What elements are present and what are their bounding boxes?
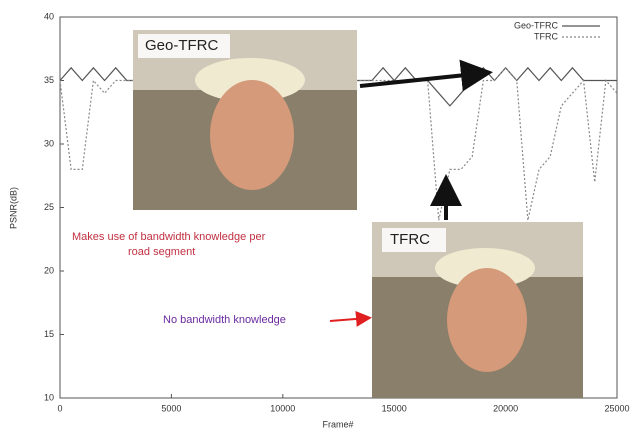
y-tick-label: 20 [44, 265, 54, 275]
photo-label: Geo-TFRC [145, 37, 219, 54]
photo-label: TFRC [390, 231, 430, 248]
x-tick-label: 15000 [382, 403, 407, 413]
y-tick-label: 40 [44, 11, 54, 21]
y-axis-label: PSNR(dB) [8, 187, 18, 229]
arrow [360, 73, 485, 86]
photo-tfrc: TFRC [372, 222, 583, 398]
annotation: road segment [128, 246, 195, 258]
legend-label: TFRC [534, 31, 558, 41]
x-tick-label: 5000 [161, 403, 181, 413]
x-tick-label: 20000 [493, 403, 518, 413]
x-tick-label: 10000 [270, 403, 295, 413]
annotation: Makes use of bandwidth knowledge per [72, 231, 266, 243]
y-tick-label: 10 [44, 392, 54, 402]
y-tick-label: 30 [44, 138, 54, 148]
annotation: No bandwidth knowledge [163, 314, 286, 326]
x-tick-label: 25000 [604, 403, 629, 413]
y-tick-label: 15 [44, 329, 54, 339]
photo-geo-tfrc: Geo-TFRC [133, 30, 357, 210]
face [210, 80, 294, 190]
y-tick-label: 25 [44, 202, 54, 212]
face [447, 268, 527, 372]
chart: 0 5000 10000 15000 20000 25000 10 15 20 25 30 35 40 G… [0, 0, 631, 435]
x-axis-label: Frame# [322, 419, 353, 429]
arrow [330, 318, 368, 321]
x-tick-label: 0 [57, 403, 62, 413]
y-tick-label: 35 [44, 75, 54, 85]
legend-label: Geo-TFRC [514, 20, 559, 30]
